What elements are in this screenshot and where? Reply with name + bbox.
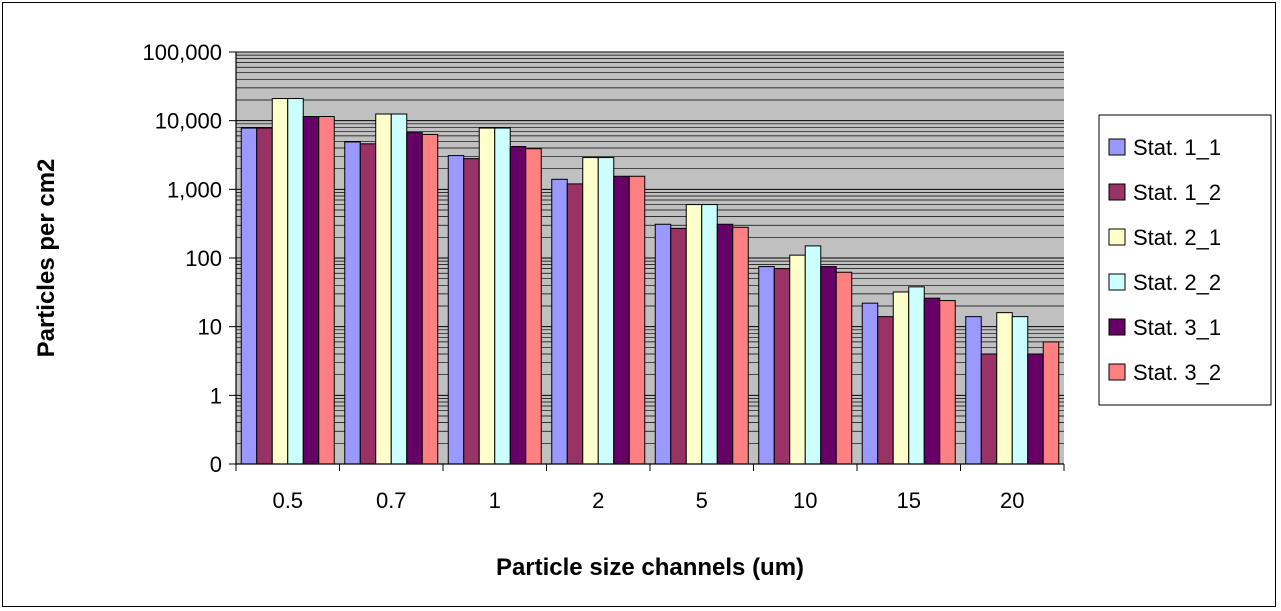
bar xyxy=(716,223,734,465)
bar xyxy=(758,266,775,465)
x-tick-label: 5 xyxy=(696,488,708,513)
bar xyxy=(566,183,584,465)
bar xyxy=(685,204,703,465)
legend-label: Stat. 3_2 xyxy=(1133,360,1221,385)
bar xyxy=(509,146,527,465)
bar xyxy=(1042,341,1060,465)
bar xyxy=(670,227,687,465)
bar xyxy=(773,268,791,465)
x-tick-label: 2 xyxy=(592,488,604,513)
bar xyxy=(628,175,646,465)
bar xyxy=(302,115,320,465)
y-tick-label: 10,000 xyxy=(155,109,222,134)
y-tick-label: 100,000 xyxy=(142,40,222,65)
legend-label: Stat. 1_1 xyxy=(1133,135,1221,160)
axes xyxy=(229,51,1065,471)
bar xyxy=(1027,353,1044,465)
bar xyxy=(551,178,568,465)
bar xyxy=(965,316,982,465)
legend-swatch xyxy=(1108,183,1126,201)
y-tick-label: 0 xyxy=(210,452,222,477)
x-tick-label: 0.7 xyxy=(376,488,407,513)
y-tick-label: 100 xyxy=(185,246,222,271)
bar xyxy=(359,143,377,465)
legend-swatch xyxy=(1108,363,1126,381)
x-tick-label: 0.5 xyxy=(272,488,303,513)
bar xyxy=(421,133,439,465)
bar xyxy=(908,286,925,465)
bar xyxy=(701,204,718,465)
legend-label: Stat. 2_1 xyxy=(1133,225,1221,250)
bar xyxy=(344,141,361,465)
legend-box xyxy=(1098,114,1272,406)
bar xyxy=(861,302,879,465)
bar xyxy=(597,157,615,465)
legend-label: Stat. 3_1 xyxy=(1133,315,1221,340)
legend: Stat. 1_1 Stat. 1_2 Stat. 2_1 Stat. 2_2 Stat… xyxy=(1098,114,1272,406)
bar xyxy=(582,157,599,465)
bar xyxy=(939,300,956,465)
bar xyxy=(613,175,630,465)
bar xyxy=(654,223,672,465)
bar xyxy=(271,98,289,465)
bar xyxy=(732,226,749,465)
y-tick-label: 10 xyxy=(198,315,222,340)
bar xyxy=(478,127,496,465)
legend-swatch xyxy=(1108,318,1126,336)
x-axis-title: Particle size channels (um) xyxy=(496,554,804,581)
y-tick-label: 1,000 xyxy=(167,177,222,202)
bar xyxy=(240,127,258,465)
legend-swatch xyxy=(1108,138,1126,156)
bar xyxy=(390,113,408,465)
bar xyxy=(996,312,1013,465)
bar xyxy=(789,254,806,465)
bar xyxy=(877,316,894,465)
bar xyxy=(1011,316,1029,465)
bar xyxy=(375,113,392,465)
y-tick-label: 1 xyxy=(210,383,222,408)
bar xyxy=(447,155,465,465)
bar xyxy=(820,266,837,465)
x-tick-label: 10 xyxy=(793,488,817,513)
bar xyxy=(318,115,335,465)
x-tick-label: 1 xyxy=(489,488,501,513)
y-axis-title: Particles per cm2 xyxy=(33,159,60,358)
bar xyxy=(835,271,853,465)
bar xyxy=(892,291,910,465)
legend-label: Stat. 1_2 xyxy=(1133,180,1221,205)
bar xyxy=(463,158,480,465)
bar xyxy=(804,245,822,465)
bar xyxy=(494,127,511,465)
legend-swatch xyxy=(1108,273,1126,291)
legend-swatch xyxy=(1108,228,1126,246)
legend-label: Stat. 2_2 xyxy=(1133,270,1221,295)
bars xyxy=(240,98,1060,465)
x-tick-labels: 0.5 0.7 1 2 5 10 15 20 xyxy=(272,488,1024,513)
y-tick-labels: 0 1 10 100 1,000 10,000 100,000 xyxy=(142,40,222,477)
bar xyxy=(923,297,941,465)
bar xyxy=(980,353,998,465)
bar xyxy=(256,127,273,465)
bar xyxy=(406,132,423,465)
x-tick-label: 20 xyxy=(1000,488,1024,513)
x-tick-label: 15 xyxy=(897,488,921,513)
bar xyxy=(525,148,542,465)
bar xyxy=(287,98,304,465)
